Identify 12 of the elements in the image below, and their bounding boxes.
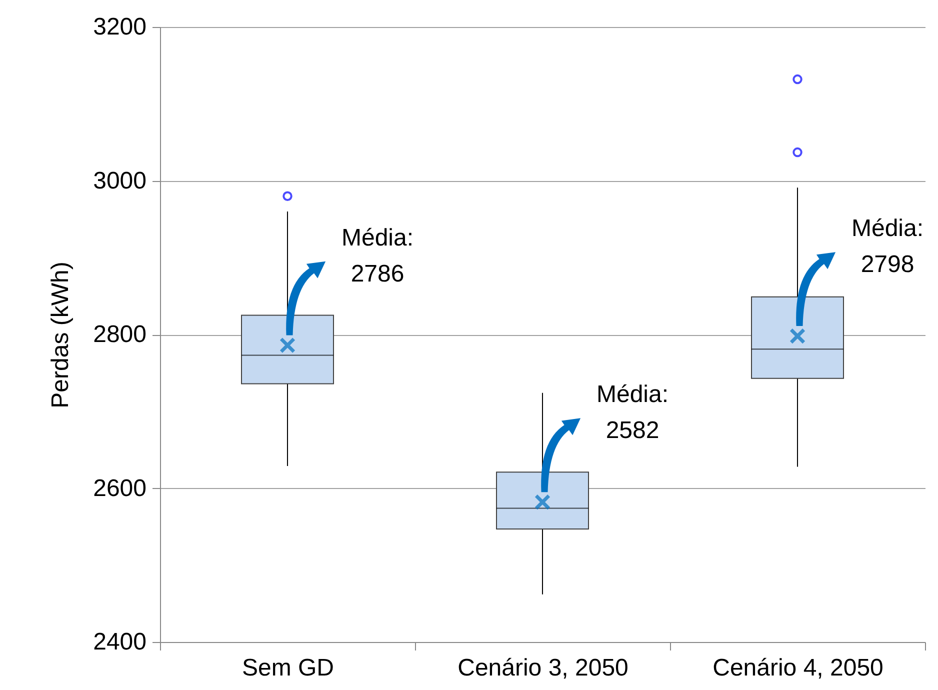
y-tick-label: 3000 [93, 167, 146, 194]
x-tick-label: Cenário 4, 2050 [712, 654, 884, 682]
y-axis-title: Perdas (kWh) [47, 262, 74, 408]
annotation: Média: 2786 [341, 224, 414, 288]
x-tick-label: Cenário 3, 2050 [458, 654, 628, 682]
y-tick-label: 2400 [93, 628, 146, 656]
annotation: Média: 2798 [851, 215, 924, 278]
annotation: Média: 2582 [596, 381, 669, 444]
x-tick-label: Sem GD [242, 654, 334, 682]
y-tick-label: 3200 [93, 14, 146, 40]
y-tick-label: 2600 [93, 474, 146, 502]
y-tick-label: 2800 [93, 321, 146, 348]
